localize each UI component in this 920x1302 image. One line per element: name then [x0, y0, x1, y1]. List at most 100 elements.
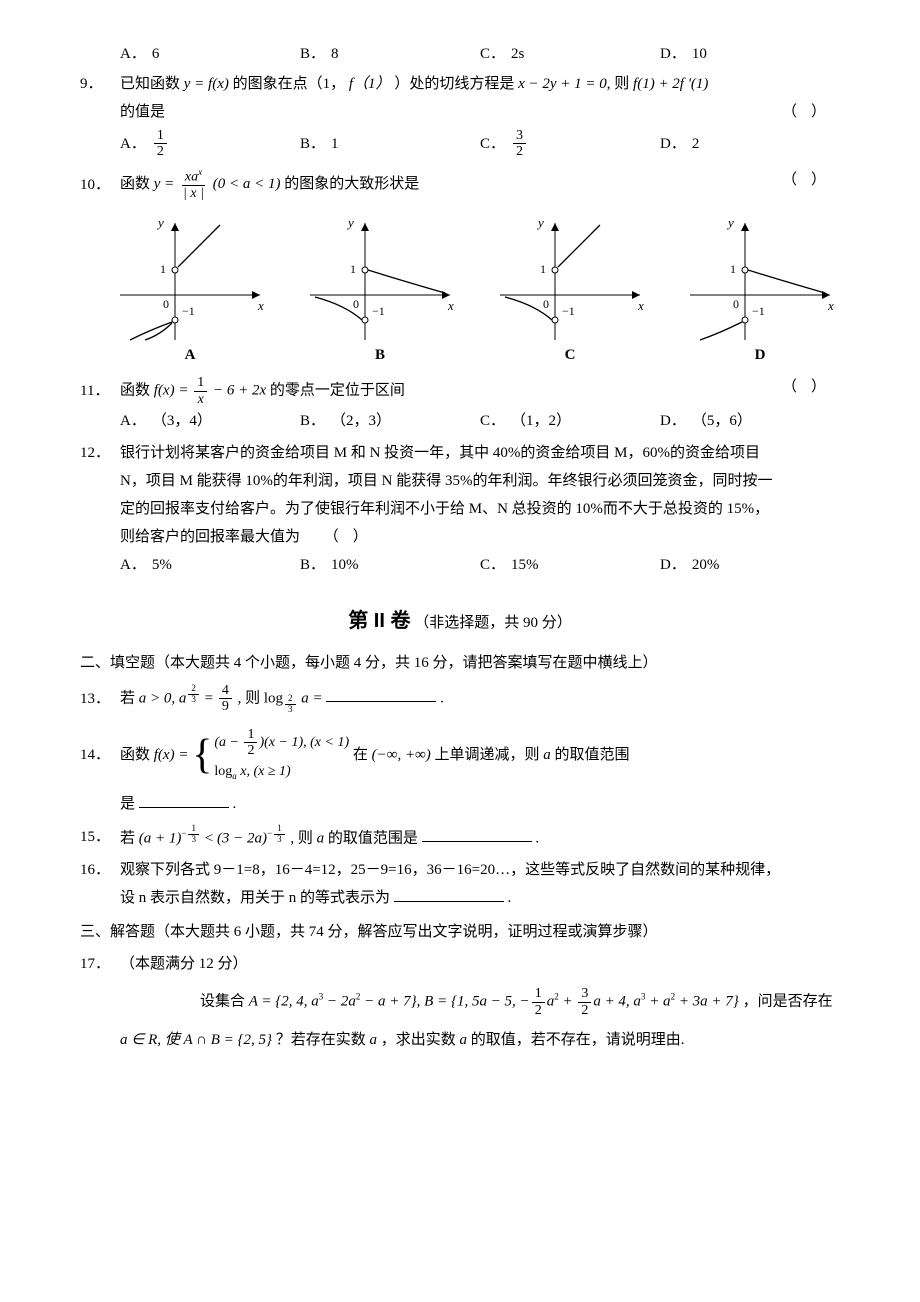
q12-opt-c: C．15% — [480, 553, 660, 577]
q12-opt-a: A．5% — [120, 553, 300, 577]
q11-n: 1 — [194, 375, 207, 391]
q13-vn: 4 — [219, 683, 232, 699]
q14-lhs: f(x) = — [154, 747, 189, 763]
q12-num: 12． — [80, 441, 120, 465]
q11-s1: 函数 — [120, 383, 150, 399]
q15-body: 若 (a + 1)−13 < (3 − 2a)−13 , 则 a 的取值范围是 … — [120, 824, 840, 850]
q11-opt-b: B．（2，3） — [300, 409, 480, 433]
q12-l2: N，项目 M 能获得 10%的年利润，项目 N 能获得 35%的年利润。年终银行… — [80, 469, 840, 493]
q17-l2a: a ∈ R, 使 A ∩ B = {2, 5} — [120, 1032, 272, 1048]
chart-b-label: B — [300, 343, 460, 367]
q16-l1: 观察下列各式 9－1=8，16－4=12，25－9=16，36－16=20…，这… — [120, 858, 840, 882]
q11-num: 11． — [80, 379, 120, 403]
q11-s2: 的零点一定位于区间 — [270, 383, 405, 399]
q8-options: A．6 B．8 C．2s D．10 — [80, 42, 840, 66]
q17-bf2d: 2 — [578, 1003, 591, 1018]
q9-stem: 已知函数 y = f(x) 的图象在点（1， f（1） ）处的切线方程是 x −… — [120, 72, 840, 96]
q9-eq4: f(1) + 2f '(1) — [633, 76, 708, 92]
question-10: 10． 函数 y = xax | x | (0 < a < 1) 的图象的大致形… — [80, 168, 840, 367]
q8-opt-a: A．6 — [120, 42, 300, 66]
q12-a: 5% — [152, 553, 172, 577]
question-11: 11． 函数 f(x) = 1x − 6 + 2x 的零点一定位于区间 （） A… — [80, 375, 840, 433]
svg-text:0: 0 — [163, 297, 169, 311]
q11-d: x — [195, 392, 207, 407]
q17-br: + 3a + 7} — [675, 994, 739, 1010]
q15-e2s: − — [267, 828, 272, 838]
q11-rest: − 6 + 2x — [213, 383, 266, 399]
q12-l3: 定的回报率支付给客户。为了使银行年利润不小于给 M、N 总投资的 10%而不大于… — [80, 497, 840, 521]
q17-s1: 设集合 — [200, 994, 245, 1010]
q17-l2b: ？若存在实数 — [276, 1032, 370, 1048]
q9-options: A．12 B．1 C．32 D．2 — [80, 128, 840, 160]
q13-end: . — [440, 690, 444, 706]
q16-num: 16． — [80, 858, 120, 882]
chart-d: y x 0 1 −1 D — [680, 215, 840, 367]
q12-l4: 则给客户的回报率最大值为 — [120, 529, 300, 545]
q17-bf1d: 2 — [532, 1003, 545, 1018]
svg-text:−1: −1 — [752, 304, 765, 318]
q10-s1: 函数 — [120, 176, 150, 192]
q17-bl: B = {1, 5a − 5, − — [424, 994, 530, 1010]
q9-opt-a: A．12 — [120, 128, 300, 160]
q9-d-v: 2 — [692, 132, 700, 156]
q14-c2: log — [214, 764, 232, 779]
q13-log: log — [264, 690, 283, 706]
q17-l2f: 的取值，若不存在，请说明理由. — [471, 1032, 685, 1048]
question-16: 16． 观察下列各式 9－1=8，16－4=12，25－9=16，36－16=2… — [80, 858, 840, 910]
q11-a: （3，4） — [152, 409, 212, 433]
q9-eq3: x − 2y + 1 = 0, — [518, 76, 610, 92]
sec2-b: 第 II 卷 — [348, 610, 410, 632]
q12-l4-wrap: 则给客户的回报率最大值为 （） — [80, 525, 840, 549]
q9-c-n: 3 — [513, 128, 526, 144]
q9-bracket: （） — [782, 100, 840, 124]
q9-c-d: 2 — [513, 144, 526, 159]
question-17: 17． （本题满分 12 分） 设集合 A = {2, 4, a3 − 2a2 … — [80, 952, 840, 1052]
q11-b: （2，3） — [331, 409, 391, 433]
q15-lhs: (a + 1) — [139, 830, 182, 846]
q15-s1: 若 — [120, 830, 135, 846]
q17-l2c: a — [370, 1032, 378, 1048]
q11-bracket: （） — [782, 375, 840, 399]
svg-text:y: y — [726, 215, 734, 230]
q16-end: . — [508, 890, 512, 906]
q8-a-val: 6 — [152, 42, 160, 66]
q11-options: A．（3，4） B．（2，3） C．（1，2） D．（5，6） — [80, 409, 840, 433]
q15-var: a — [317, 830, 325, 846]
q14-c1n: 1 — [244, 727, 257, 743]
q11-opt-d: D．（5，6） — [660, 409, 840, 433]
q8-b-val: 8 — [331, 42, 339, 66]
svg-text:x: x — [637, 298, 644, 313]
q15-end: . — [535, 830, 539, 846]
q13-larg: a = — [301, 690, 322, 706]
q9-a-n: 1 — [154, 128, 167, 144]
svg-text:1: 1 — [350, 262, 356, 276]
q13-cond: a > 0, a — [139, 690, 187, 706]
q12-d: 20% — [692, 553, 720, 577]
q8-opt-c: C．2s — [480, 42, 660, 66]
q16-l2: 设 n 表示自然数，用关于 n 的等式表示为 . — [80, 886, 840, 910]
q12-options: A．5% B．10% C．15% D．20% — [80, 553, 840, 577]
section-2-title: 第 II 卷 （非选择题，共 90 分） — [80, 605, 840, 637]
chart-c-label: C — [490, 343, 650, 367]
svg-text:0: 0 — [353, 297, 359, 311]
svg-text:1: 1 — [540, 262, 546, 276]
chart-a-label: A — [110, 343, 270, 367]
q17-s2: ，问是否存在 — [743, 994, 833, 1010]
svg-text:y: y — [346, 215, 354, 230]
q12-opt-d: D．20% — [660, 553, 840, 577]
q10-num: 10． — [80, 173, 120, 197]
svg-text:−1: −1 — [562, 304, 575, 318]
q11-stem: 函数 f(x) = 1x − 6 + 2x 的零点一定位于区间 （） — [120, 375, 840, 407]
q9-a-d: 2 — [154, 144, 167, 159]
q14-dom: (−∞, +∞) — [372, 747, 431, 763]
q13-s2: , 则 — [238, 690, 261, 706]
q9-eq2: f（1） — [349, 76, 391, 92]
q13-s1: 若 — [120, 690, 135, 706]
q11-d: （5，6） — [692, 409, 752, 433]
q13-lbd: 3 — [285, 705, 296, 715]
q15-num: 15． — [80, 825, 120, 849]
q14-blank — [139, 793, 229, 808]
q9-eq1: y = f(x) — [184, 76, 229, 92]
q9-s2: 的图象在点（1， — [233, 76, 346, 92]
chart-b: y x 0 1 −1 B — [300, 215, 460, 367]
